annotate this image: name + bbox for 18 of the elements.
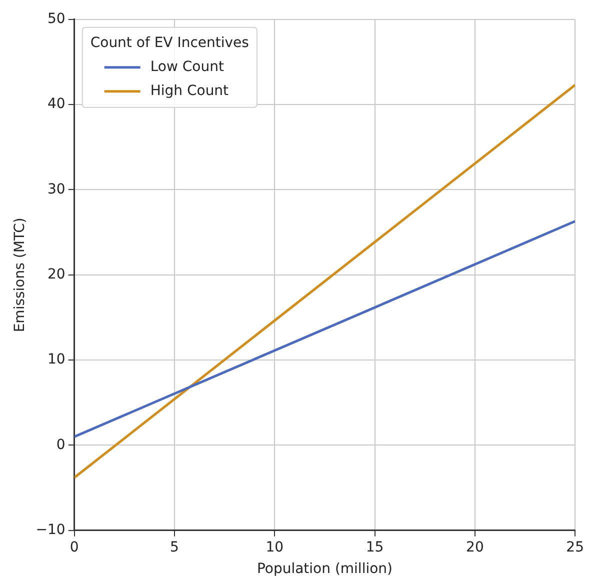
y-tick-label: 30 — [48, 181, 66, 198]
y-tick-label: 10 — [48, 352, 66, 368]
y-tick-label: 40 — [48, 96, 66, 112]
y-axis-title: Emissions (MTC) — [12, 218, 28, 332]
y-tick-label: 20 — [48, 266, 66, 283]
y-tick-label: 50 — [48, 11, 66, 28]
x-tick-label: 20 — [466, 539, 484, 556]
x-tick-label: 10 — [266, 539, 284, 556]
y-tick-label: 0 — [56, 436, 66, 453]
legend-label: Low Count — [150, 59, 224, 76]
x-tick-label: 5 — [170, 539, 179, 556]
x-tick-label: 25 — [566, 539, 584, 556]
x-tick-label: 0 — [70, 539, 79, 556]
legend-title: Count of EV Incentives — [90, 35, 249, 52]
legend-label: High Count — [150, 83, 230, 100]
x-axis-title: Population (million) — [256, 561, 393, 578]
x-tick-label: 15 — [366, 539, 384, 556]
y-tick-label: −10 — [36, 522, 66, 538]
